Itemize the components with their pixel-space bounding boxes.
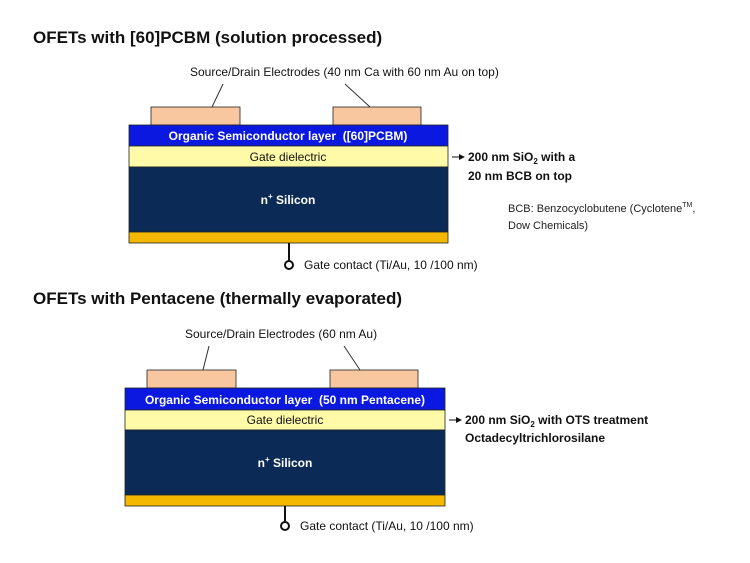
drain-electrode <box>329 369 419 389</box>
source-electrode <box>146 369 237 389</box>
gate-metal-layer <box>128 231 449 244</box>
dielectric-label: Gate dielectric <box>250 150 327 164</box>
leader-line <box>202 345 210 371</box>
electrodes-label: Source/Drain Electrodes (60 nm Au) <box>185 327 377 341</box>
semiconductor-label: Organic Semiconductor layer (50 nm Penta… <box>145 393 425 407</box>
dielectric-note-line2: 20 nm BCB on top <box>468 169 572 183</box>
dielectric-note: 200 nm SiO2 with OTS treatment <box>465 413 648 429</box>
gate-contact-label: Gate contact (Ti/Au, 10 /100 nm) <box>300 519 474 533</box>
diagram-title: OFETs with [60]PCBM (solution processed) <box>33 28 382 47</box>
bcb-note-line2: Dow Chemicals) <box>508 220 588 232</box>
silicon-label: n+ Silicon <box>261 192 316 207</box>
electrodes-label: Source/Drain Electrodes (40 nm Ca with 6… <box>190 65 499 79</box>
silicon-label: n+ Silicon <box>258 455 313 470</box>
leader-line <box>211 83 224 108</box>
semiconductor-label: Organic Semiconductor layer ([60]PCBM) <box>169 129 408 143</box>
dielectric-label: Gate dielectric <box>247 413 324 427</box>
gate-metal-layer <box>124 494 446 507</box>
dielectric-note: 200 nm SiO2 with a <box>468 150 575 166</box>
gate-contact-label: Gate contact (Ti/Au, 10 /100 nm) <box>304 258 478 272</box>
gate-terminal-icon <box>280 521 290 531</box>
source-electrode <box>150 106 241 126</box>
bcb-note: BCB: Benzocyclobutene (CycloteneTM, <box>508 202 695 215</box>
diagram-title: OFETs with Pentacene (thermally evaporat… <box>33 289 402 308</box>
leader-line <box>344 83 371 108</box>
silicon-substrate <box>124 429 446 496</box>
diagram-pcbm: OFETs with [60]PCBM (solution processed)… <box>33 28 695 272</box>
drain-electrode <box>332 106 422 126</box>
diagram-pentacene: OFETs with Pentacene (thermally evaporat… <box>33 289 648 533</box>
gate-terminal-icon <box>284 260 294 270</box>
dielectric-note-line2: Octadecyltrichlorosilane <box>465 431 605 445</box>
leader-line <box>343 345 361 371</box>
